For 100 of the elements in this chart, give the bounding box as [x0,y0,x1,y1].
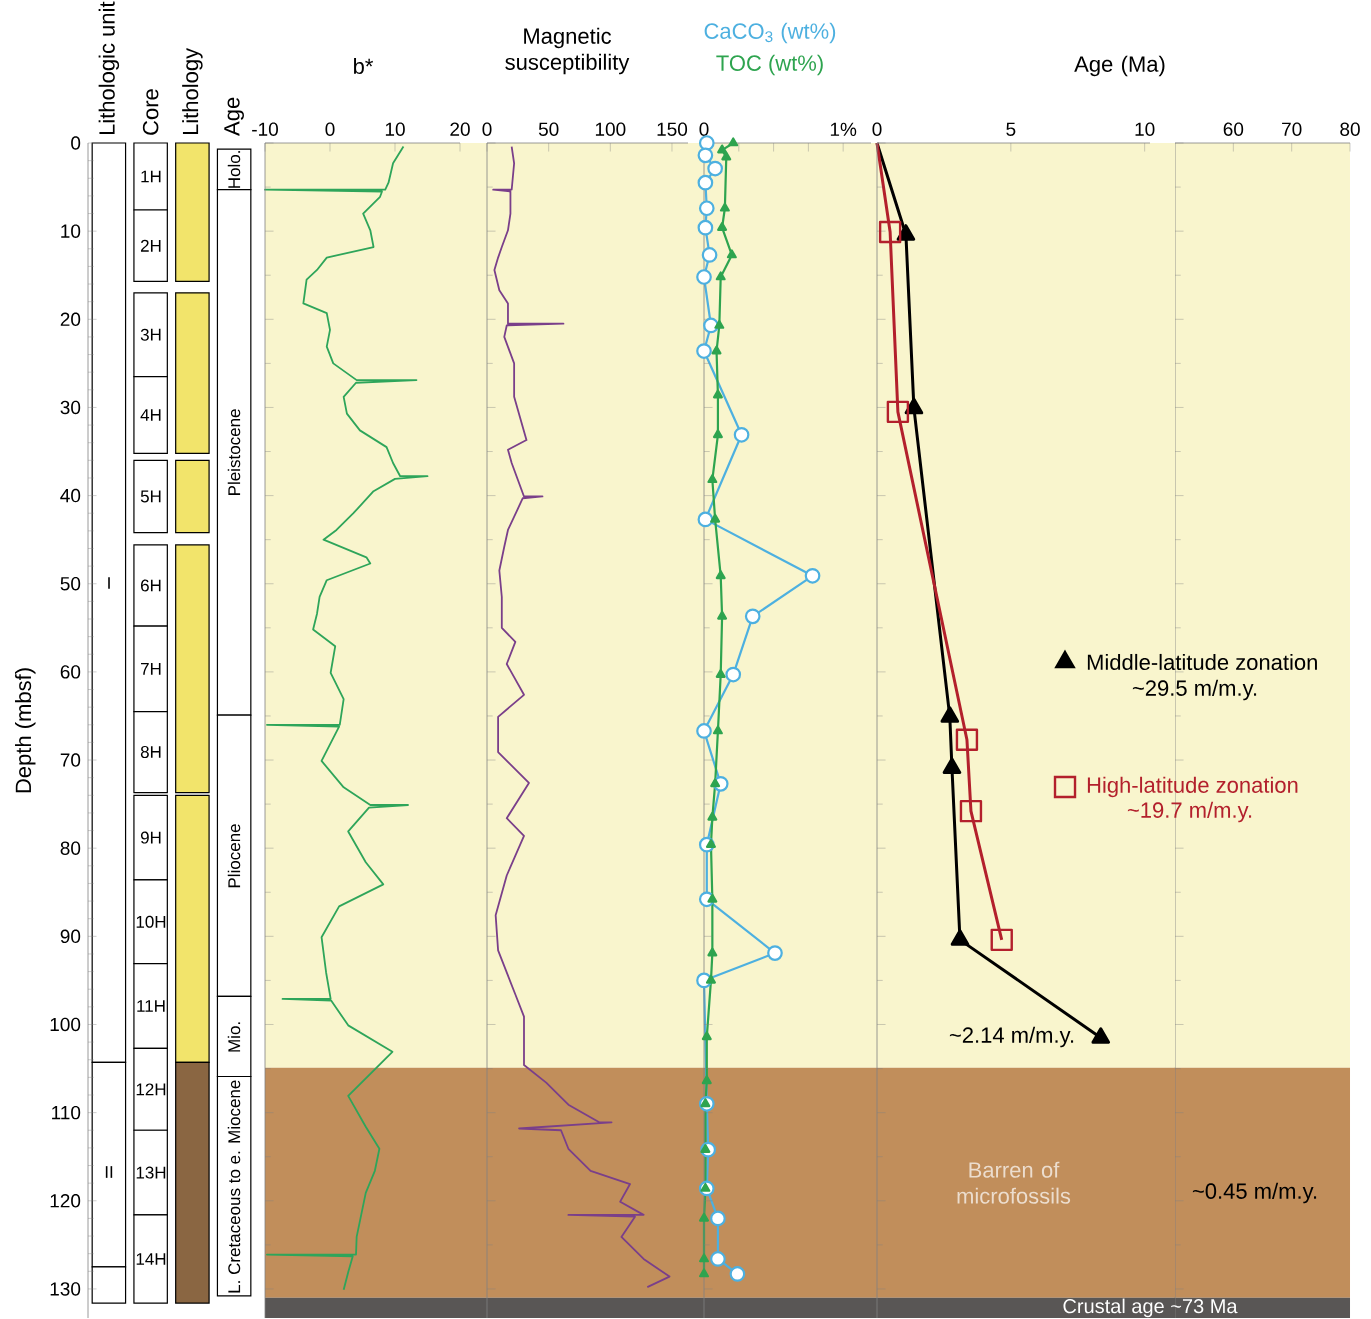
point [904,397,924,415]
point [886,400,910,424]
point [697,147,714,164]
point [733,426,750,443]
bar [175,292,210,454]
point [804,567,821,584]
annotation: ~2.14 m/m.y. [949,1026,1074,1048]
annotation: 4H [140,409,161,421]
point [715,668,726,678]
annotation: 9H [140,831,161,844]
x-tick-label: 5 [1006,122,1016,136]
point [719,202,730,212]
point [696,269,712,285]
point [707,474,718,484]
y-tick-label: 120 [50,1194,81,1208]
annotation: L. Cretaceous to e. Miocene [227,1080,241,1293]
y-tick-label: 70 [60,753,81,767]
point [1091,1027,1111,1044]
x-tick-label: 70 [1282,122,1302,136]
x-tick-label: Age [224,97,244,136]
point [715,570,726,580]
x-tick-label: Lithology [182,47,203,135]
point [896,224,916,241]
annotation: 11H [137,1000,165,1012]
point [726,249,737,259]
point [717,610,728,620]
annotation: Mio. [227,1022,241,1052]
point [696,343,712,359]
point [959,799,983,823]
point [940,706,960,723]
x-axis-title: Age (Ma) [1074,55,1165,77]
y-tick-label: 20 [60,312,81,327]
annotation: 8H [140,745,161,759]
x-tick-label: 1% [830,122,857,136]
point [712,725,723,735]
point [705,974,716,984]
point [955,728,979,751]
y-tick-label: 130 [50,1282,81,1296]
point [697,511,714,528]
x-tick-label: 50 [538,122,559,136]
annotation: 6H [141,579,161,592]
point [717,222,728,231]
text: CaCO$_{3}$ (wt%) [704,22,836,44]
x-tick-label: Core [142,89,159,135]
bar [175,544,210,794]
point [729,1266,746,1282]
x-tick-label: 0 [482,122,492,136]
annotation: Pliocene [227,824,241,888]
x-tick-label: -10 [252,122,278,136]
point [710,513,721,523]
point [878,220,902,244]
point [699,1212,709,1222]
point [710,1210,726,1227]
point [728,137,739,147]
text: TOC (wt%) [716,54,823,76]
y-tick-label: 80 [60,841,81,855]
annotation: ~0.45 m/m.y. [1192,1182,1317,1204]
point [767,945,783,961]
bar [133,459,168,534]
y-tick-label: 40 [60,488,81,503]
point [707,811,718,821]
x-tick-label: 60 [1223,122,1244,136]
y-tick-label: 90 [60,929,81,944]
bar [175,459,210,534]
legend-label: High-latitude zonation [1087,776,1298,798]
point [712,429,723,439]
x-tick-label: Lithologic unit [98,1,120,135]
point [701,247,718,263]
annotation: 12H [136,1083,166,1096]
y-tick-label: 100 [50,1017,81,1032]
point [701,1031,712,1041]
x-tick-label: 100 [595,122,626,136]
point [942,757,962,774]
point [697,219,714,236]
y-tick-label: 30 [60,400,81,415]
x-tick-label: 20 [450,122,470,136]
annotation: 14H [136,1253,166,1265]
annotation: 5H [140,490,161,503]
y-tick-label: 60 [60,665,81,679]
annotation: II [105,1166,113,1178]
x-tick-label: 10 [385,122,405,136]
point [698,135,715,151]
x-axis-title: Magnetic susceptibility [505,27,630,75]
x-tick-label: 0 [325,122,335,136]
x-axis-title: b* [354,57,374,75]
annotation: Pleistocene [227,409,241,495]
point [696,723,712,739]
point [717,144,728,154]
point [725,666,742,683]
point [707,947,718,957]
point [699,1268,709,1278]
point [744,608,761,625]
bar [175,142,210,282]
x-tick-label: 0 [699,122,709,136]
band-label: Barren of microfossils [957,1161,1071,1204]
y-axis-title: Depth (mbsf) [15,668,36,793]
y-tick-label: 50 [60,577,81,591]
point [950,929,970,946]
annotation: 2H [140,239,161,252]
annotation: ~19.7 m/m.y. [1127,801,1252,823]
